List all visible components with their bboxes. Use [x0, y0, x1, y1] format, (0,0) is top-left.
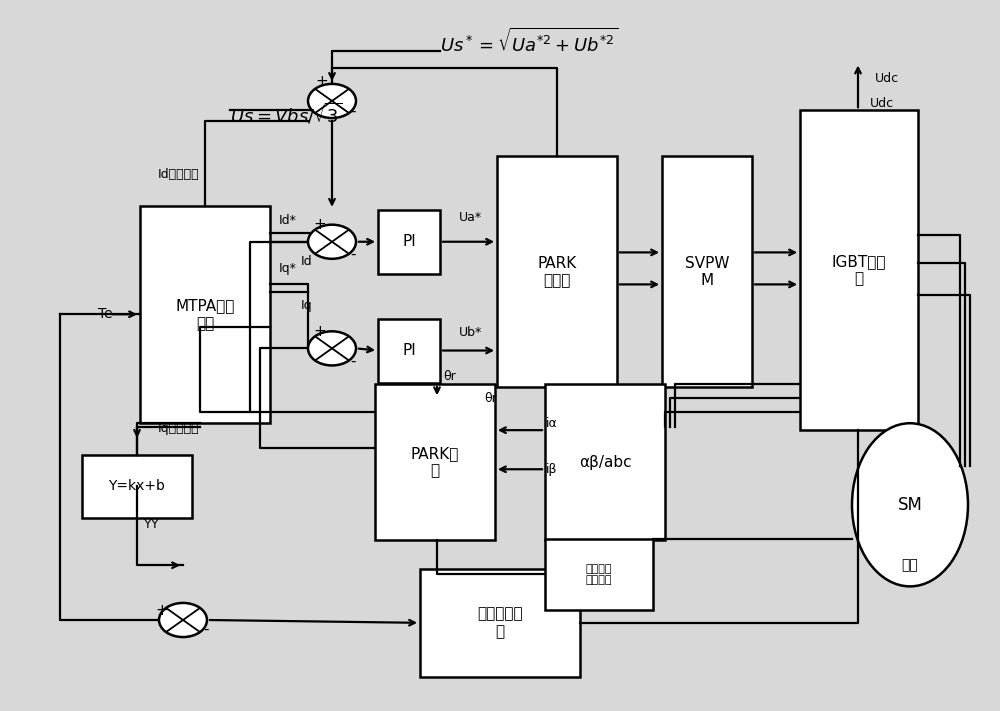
Text: +: + [314, 324, 326, 339]
Bar [82, 455, 192, 518]
Text: αβ/abc: αβ/abc [579, 454, 631, 470]
Text: Ua*: Ua* [458, 211, 482, 224]
Text: PARK变
换: PARK变 换 [411, 446, 459, 479]
Text: PARK
逆变换: PARK 逆变换 [537, 256, 577, 288]
Text: Ub*: Ub* [458, 326, 482, 338]
Text: +: + [316, 74, 328, 90]
Ellipse shape [308, 331, 356, 365]
Text: PI: PI [402, 343, 416, 358]
Bar [378, 319, 440, 383]
Ellipse shape [159, 603, 207, 637]
Text: MTPA数据
采集: MTPA数据 采集 [175, 299, 235, 331]
Text: Udc: Udc [870, 97, 894, 109]
Text: Udc: Udc [875, 72, 899, 85]
Text: -: - [350, 104, 356, 119]
Text: -: - [203, 621, 209, 637]
Text: -: - [350, 247, 356, 262]
Text: PI: PI [402, 234, 416, 250]
Text: -: - [350, 353, 356, 369]
Text: SM: SM [898, 496, 922, 514]
Ellipse shape [852, 423, 968, 587]
Bar [662, 156, 752, 387]
Text: +: + [156, 602, 168, 618]
Ellipse shape [308, 225, 356, 259]
Text: Id: Id [300, 255, 312, 268]
Text: Id电流补偿: Id电流补偿 [158, 168, 200, 181]
Text: iα: iα [546, 417, 558, 429]
Text: IGBT变频
器: IGBT变频 器 [832, 254, 886, 287]
Text: θr: θr [484, 392, 497, 405]
Text: +: + [314, 217, 326, 232]
Bar [140, 206, 270, 423]
Bar [545, 384, 665, 540]
Text: SVPW
M: SVPW M [685, 256, 729, 288]
Text: Y: Y [144, 518, 152, 531]
Text: 电机: 电机 [902, 558, 918, 572]
Text: Iq电流补偿: Iq电流补偿 [158, 422, 200, 434]
Text: 转矩测试设
备: 转矩测试设 备 [477, 606, 523, 639]
Ellipse shape [308, 84, 356, 118]
Text: Y: Y [151, 518, 159, 531]
Bar [545, 539, 653, 610]
Text: Iq: Iq [300, 299, 312, 312]
Bar [378, 210, 440, 274]
Text: Iq*: Iq* [279, 262, 297, 275]
Bar [420, 569, 580, 677]
Text: θr: θr [444, 370, 456, 383]
Text: 位置与速
度传感器: 位置与速 度传感器 [586, 564, 612, 585]
Text: $Us^* = \sqrt{Ua^{*2}+Ub^{*2}}$: $Us^* = \sqrt{Ua^{*2}+Ub^{*2}}$ [440, 27, 619, 55]
Text: Te: Te [98, 307, 112, 321]
Bar [375, 384, 495, 540]
Text: iβ: iβ [546, 463, 558, 476]
Text: $Us = Vbs/\sqrt{3}$: $Us = Vbs/\sqrt{3}$ [230, 101, 342, 127]
Bar [497, 156, 617, 387]
Text: Id*: Id* [279, 214, 297, 227]
Bar [800, 110, 918, 430]
Text: Y=kx+b: Y=kx+b [109, 479, 165, 493]
